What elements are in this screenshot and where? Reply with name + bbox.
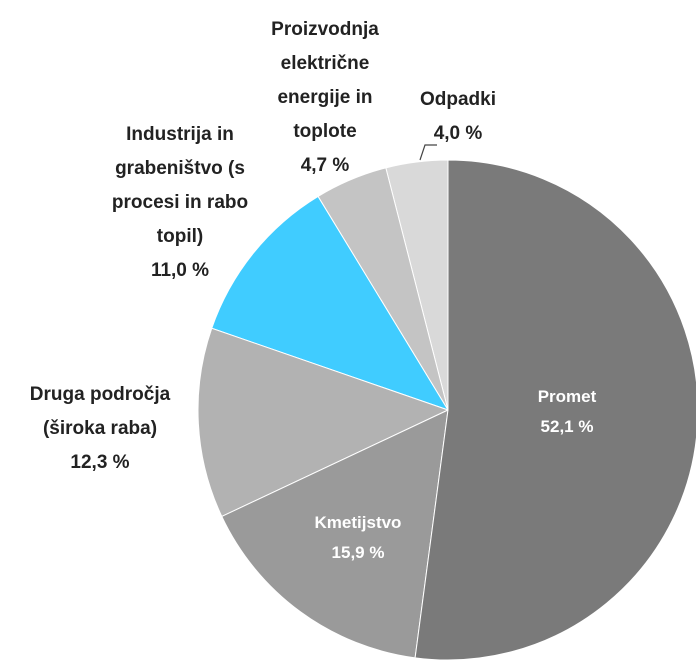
value-label: 15,9 % <box>331 543 385 562</box>
slice-label: Druga področja (široka raba) 12,3 % <box>3 378 198 480</box>
pie-slice <box>197 327 450 518</box>
slice-label: Promet 52,1 % <box>507 382 627 442</box>
slice-label: Odpadki 4,0 % <box>398 83 518 151</box>
value-label: 4,7 % <box>300 155 350 176</box>
slice-label: Industrija in grabeništvo (s procesi in … <box>105 118 255 288</box>
value-label: 52,1 % <box>540 417 594 436</box>
category-label: Promet <box>537 387 597 406</box>
slice-label: Proizvodnja električne energije in toplo… <box>255 13 395 183</box>
category-label: Industrija in grabeništvo (s procesi in … <box>111 124 249 247</box>
pie-slice <box>211 195 450 411</box>
value-label: 11,0 % <box>150 260 210 281</box>
category-label: Kmetijstvo <box>314 513 402 532</box>
category-label: Druga področja (široka raba) <box>29 384 171 439</box>
value-label: 4,0 % <box>433 123 483 144</box>
slice-label: Kmetijstvo 15,9 % <box>288 508 428 568</box>
value-label: 12,3 % <box>70 452 130 473</box>
category-label: Odpadki <box>419 89 496 110</box>
category-label: Proizvodnja električne energije in toplo… <box>271 19 379 142</box>
leader-line <box>419 144 437 161</box>
pie-slice <box>414 159 696 660</box>
pie-slice <box>221 409 449 659</box>
